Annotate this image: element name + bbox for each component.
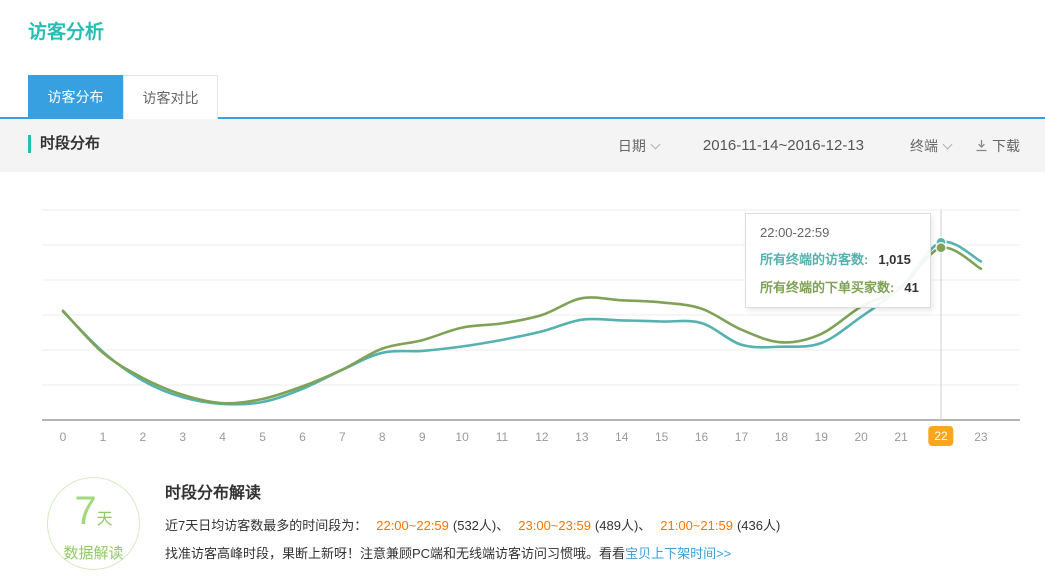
insight-content: 时段分布解读 近7天日均访客数最多的时间段为： 22:00~22:59 (532人)… [165,479,780,562]
x-axis-label: 8 [378,430,386,444]
x-axis-labels: 0 1 2 3 4 5 6 7 8 9 10 11 12 13 14 15 16 17 18 19 20 21 22 23 [0,426,1045,452]
terminal-dropdown[interactable]: 终端 [910,136,953,156]
x-axis-label: 16 [694,430,709,444]
x-axis-label: 18 [774,430,789,444]
x-axis-label: 15 [654,430,669,444]
time-distribution-chart: 0 1 2 3 4 5 6 7 8 9 10 11 12 13 14 15 16 17 18 19 20 21 22 23 2… [0,172,1045,464]
tab-visitor-comparison[interactable]: 访客对比 [123,75,218,119]
peak-count: (489人) [594,518,639,533]
peak-count: (436人) [736,518,781,533]
x-axis-label: 19 [814,430,828,444]
chevron-down-icon [650,139,661,149]
date-dropdown-label: 日期 [617,137,646,154]
x-axis-label: 1 [99,430,107,444]
peak-time: 22:00~22:59 [376,518,449,533]
insight-heading: 时段分布解读 [165,485,262,502]
download-label: 下载 [992,137,1020,154]
tabs-underline [0,117,1045,119]
x-axis-label: 20 [854,430,868,444]
x-axis-label: 21 [894,430,908,444]
peak-time: 23:00~23:59 [518,518,591,533]
badge-caption: 数据解读 [63,545,124,562]
tooltip-visitors-value: 1,015 [878,252,911,267]
x-axis-label: 5 [259,430,266,444]
x-axis-label-highlighted: 22 [928,426,954,446]
x-axis-label: 13 [575,430,589,444]
x-axis-label: 6 [299,430,306,444]
seven-day-badge: 7天 数据解读 [47,477,140,570]
insight-advice-line: 找准访客高峰时段，果断上新呀！注意兼顾PC端和无线端访客访问习惯哦。看看宝贝上下… [165,543,780,562]
peak-count: (532人) [452,518,497,533]
peak-list: 22:00~22:59 (532人)、 23:00~23:59 (489人)、 21:0… [367,518,780,533]
chart-tooltip: 22:00-22:59 所有终端的访客数: 1,015 所有终端的下单买家数: 41 [745,213,931,308]
insight-section: 7天 数据解读 时段分布解读 近7天日均访客数最多的时间段为： 22:00~22:… [0,468,1045,585]
listing-time-link[interactable]: 宝贝上下架时间>> [625,546,732,561]
chevron-down-icon [942,139,953,149]
x-axis-label: 11 [495,430,509,444]
download-icon [976,140,987,152]
insight-line2-text: 找准访客高峰时段，果断上新呀！注意兼顾PC端和无线端访客访问习惯哦。看看 [165,546,626,561]
tab-bar: 访客分布 访客对比 [28,75,218,119]
chart-toolbar: 时段分布 日期 2016-11-14~2016-12-13 终端 下载 [0,119,1045,172]
x-axis-label: 12 [535,430,549,444]
download-button[interactable]: 下载 [975,136,1020,156]
x-axis-label: 7 [339,430,346,444]
x-axis-label: 10 [455,430,469,444]
tooltip-buyers-value: 41 [904,280,919,295]
x-axis-label: 0 [59,430,67,444]
section-title: 时段分布 [28,135,100,153]
x-axis-label: 4 [219,430,226,444]
peak-separator: 、 [638,518,652,533]
toolbar-controls: 日期 2016-11-14~2016-12-13 终端 下载 [618,119,1020,172]
tooltip-row-visitors: 所有终端的访客数: 1,015 [760,249,916,268]
tooltip-row-buyers: 所有终端的下单买家数: 41 [760,277,919,296]
date-range-display[interactable]: 2016-11-14~2016-12-13 [702,137,864,154]
tooltip-time-range: 22:00-22:59 [760,225,830,240]
tooltip-visitors-label: 所有终端的访客数: [760,252,869,267]
peak-separator: 、 [496,518,510,533]
terminal-dropdown-label: 终端 [910,137,938,154]
tab-visitor-distribution[interactable]: 访客分布 [28,75,123,119]
x-axis-label: 23 [974,430,988,444]
peak-time: 21:00~21:59 [660,518,733,533]
x-axis-label: 14 [615,430,629,444]
date-dropdown[interactable]: 日期 [617,136,661,156]
insight-line1-prefix: 近7天日均访客数最多的时间段为： [165,518,368,533]
x-axis-label: 3 [179,430,187,444]
insight-peak-hours-line: 近7天日均访客数最多的时间段为： 22:00~22:59 (532人)、 23:00~… [165,515,780,534]
badge-days: 7天 [74,489,113,533]
x-axis-label: 2 [139,430,147,444]
page-title: 访客分析 [28,22,105,43]
x-axis-label: 17 [734,430,749,444]
tooltip-buyers-label: 所有终端的下单买家数: [760,280,895,295]
x-axis-label: 9 [418,430,426,444]
